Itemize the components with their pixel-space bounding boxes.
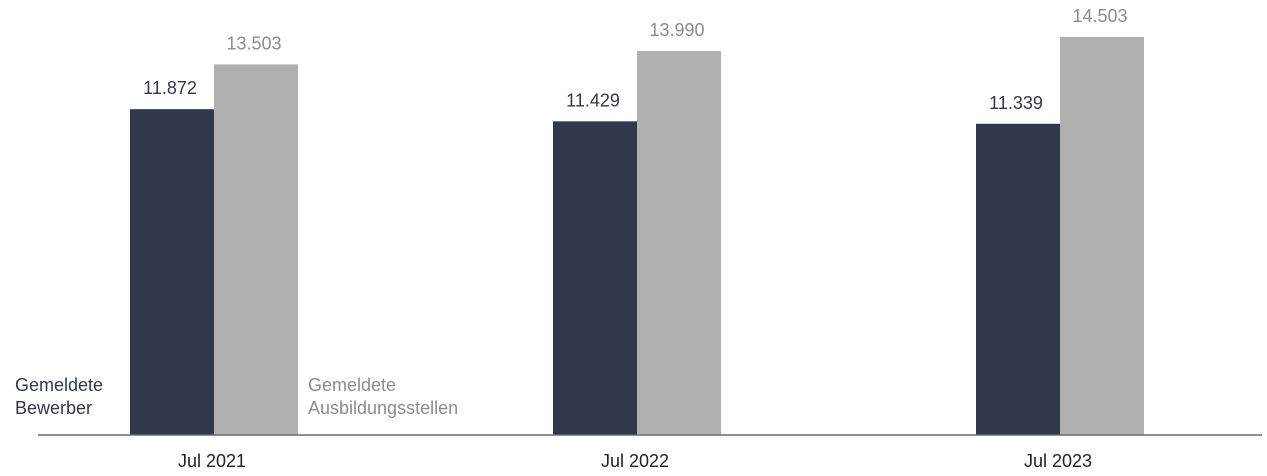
legend-label-gemeldete-bewerber: Gemeldete Bewerber — [15, 375, 103, 418]
legend-label-line: Gemeldete — [15, 375, 103, 395]
value-label-gemeldete-bewerber-jul-2022: 11.429 — [566, 90, 620, 110]
bar-gemeldete-ausbildungsstellen-jul-2021 — [214, 64, 298, 435]
legend-label-line: Bewerber — [15, 398, 92, 418]
legend-label-line: Gemeldete — [308, 375, 396, 395]
x-tick-labels-layer: Jul 2021 Jul 2022 Jul 2023 — [178, 451, 1092, 471]
x-tick-label-jul-2023: Jul 2023 — [1024, 451, 1092, 471]
bar-gemeldete-bewerber-jul-2021 — [130, 109, 214, 436]
value-label-gemeldete-bewerber-jul-2021: 11.872 — [143, 78, 197, 98]
value-label-gemeldete-ausbildungsstellen-jul-2023: 14.503 — [1072, 6, 1127, 26]
value-labels-layer: 11.872 13.503 11.429 13.990 11.339 14.503 — [143, 6, 1127, 113]
value-label-gemeldete-ausbildungsstellen-jul-2022: 13.990 — [649, 20, 704, 40]
value-label-gemeldete-ausbildungsstellen-jul-2021: 13.503 — [226, 33, 281, 53]
legend-layer: Gemeldete Bewerber Gemeldete Ausbildungsste… — [15, 375, 458, 418]
bar-gemeldete-ausbildungsstellen-jul-2022 — [637, 51, 721, 436]
x-tick-label-jul-2022: Jul 2022 — [601, 451, 669, 471]
value-label-gemeldete-bewerber-jul-2023: 11.339 — [989, 93, 1043, 113]
bar-gemeldete-bewerber-jul-2022 — [553, 121, 637, 435]
legend-label-gemeldete-ausbildungsstellen: Gemeldete Ausbildungsstellen — [308, 375, 458, 418]
bars-layer — [130, 36, 1144, 436]
bar-gemeldete-ausbildungsstellen-jul-2023 — [1060, 36, 1144, 435]
x-tick-label-jul-2021: Jul 2021 — [178, 451, 246, 471]
legend-label-line: Ausbildungsstellen — [308, 398, 458, 418]
bar-gemeldete-bewerber-jul-2023 — [976, 123, 1060, 435]
